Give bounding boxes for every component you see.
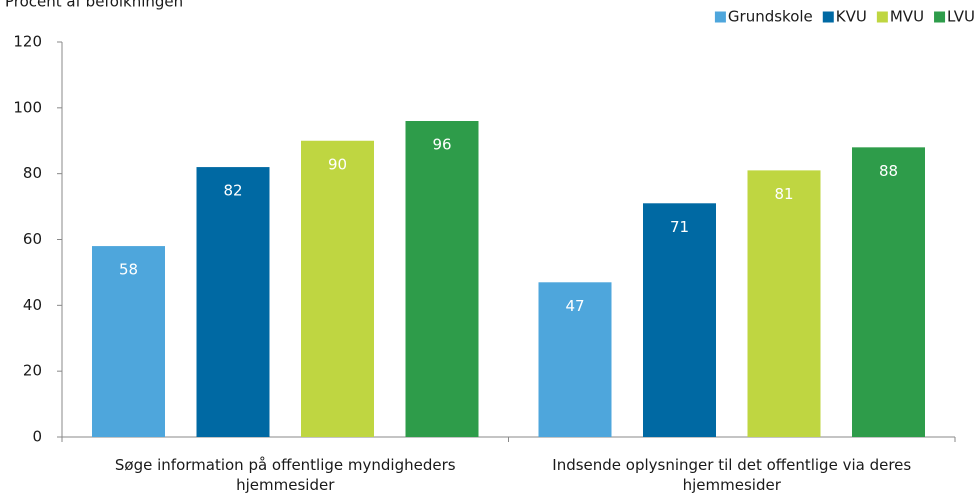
y-tick-label: 80 (23, 164, 42, 182)
legend-swatch (934, 11, 946, 23)
y-tick-label: 60 (23, 230, 42, 248)
legend-label: LVU (947, 8, 975, 26)
data-label: 88 (879, 162, 898, 180)
x-tick-label: Indsende oplysninger til det offentlige … (552, 456, 912, 494)
data-label: 58 (119, 261, 138, 279)
data-label: 82 (223, 182, 242, 200)
bar (538, 282, 612, 437)
data-label: 47 (565, 297, 584, 315)
bar (92, 246, 165, 437)
bar (643, 203, 716, 437)
bar (196, 167, 270, 438)
bar (405, 121, 479, 437)
bar (747, 170, 821, 437)
legend-swatch (714, 11, 726, 23)
legend-swatch (876, 11, 888, 23)
legend-swatch (822, 11, 834, 23)
legend-label: MVU (890, 8, 924, 26)
y-tick-label: 100 (13, 98, 42, 116)
y-tick-label: 0 (32, 428, 42, 446)
legend-label: Grundskole (728, 8, 813, 26)
bar (301, 140, 374, 437)
data-label: 90 (328, 155, 347, 173)
x-tick-label: Søge information på offentlige myndighed… (114, 456, 456, 494)
y-tick-label: 40 (23, 296, 42, 314)
legend-label: KVU (836, 8, 867, 26)
data-label: 71 (670, 218, 689, 236)
bar (852, 147, 925, 438)
y-axis-label: Procent af befolkningen (5, 0, 183, 11)
y-tick-label: 120 (13, 33, 42, 51)
y-tick-label: 20 (23, 362, 42, 380)
data-label: 81 (774, 185, 793, 203)
data-label: 96 (432, 136, 451, 154)
